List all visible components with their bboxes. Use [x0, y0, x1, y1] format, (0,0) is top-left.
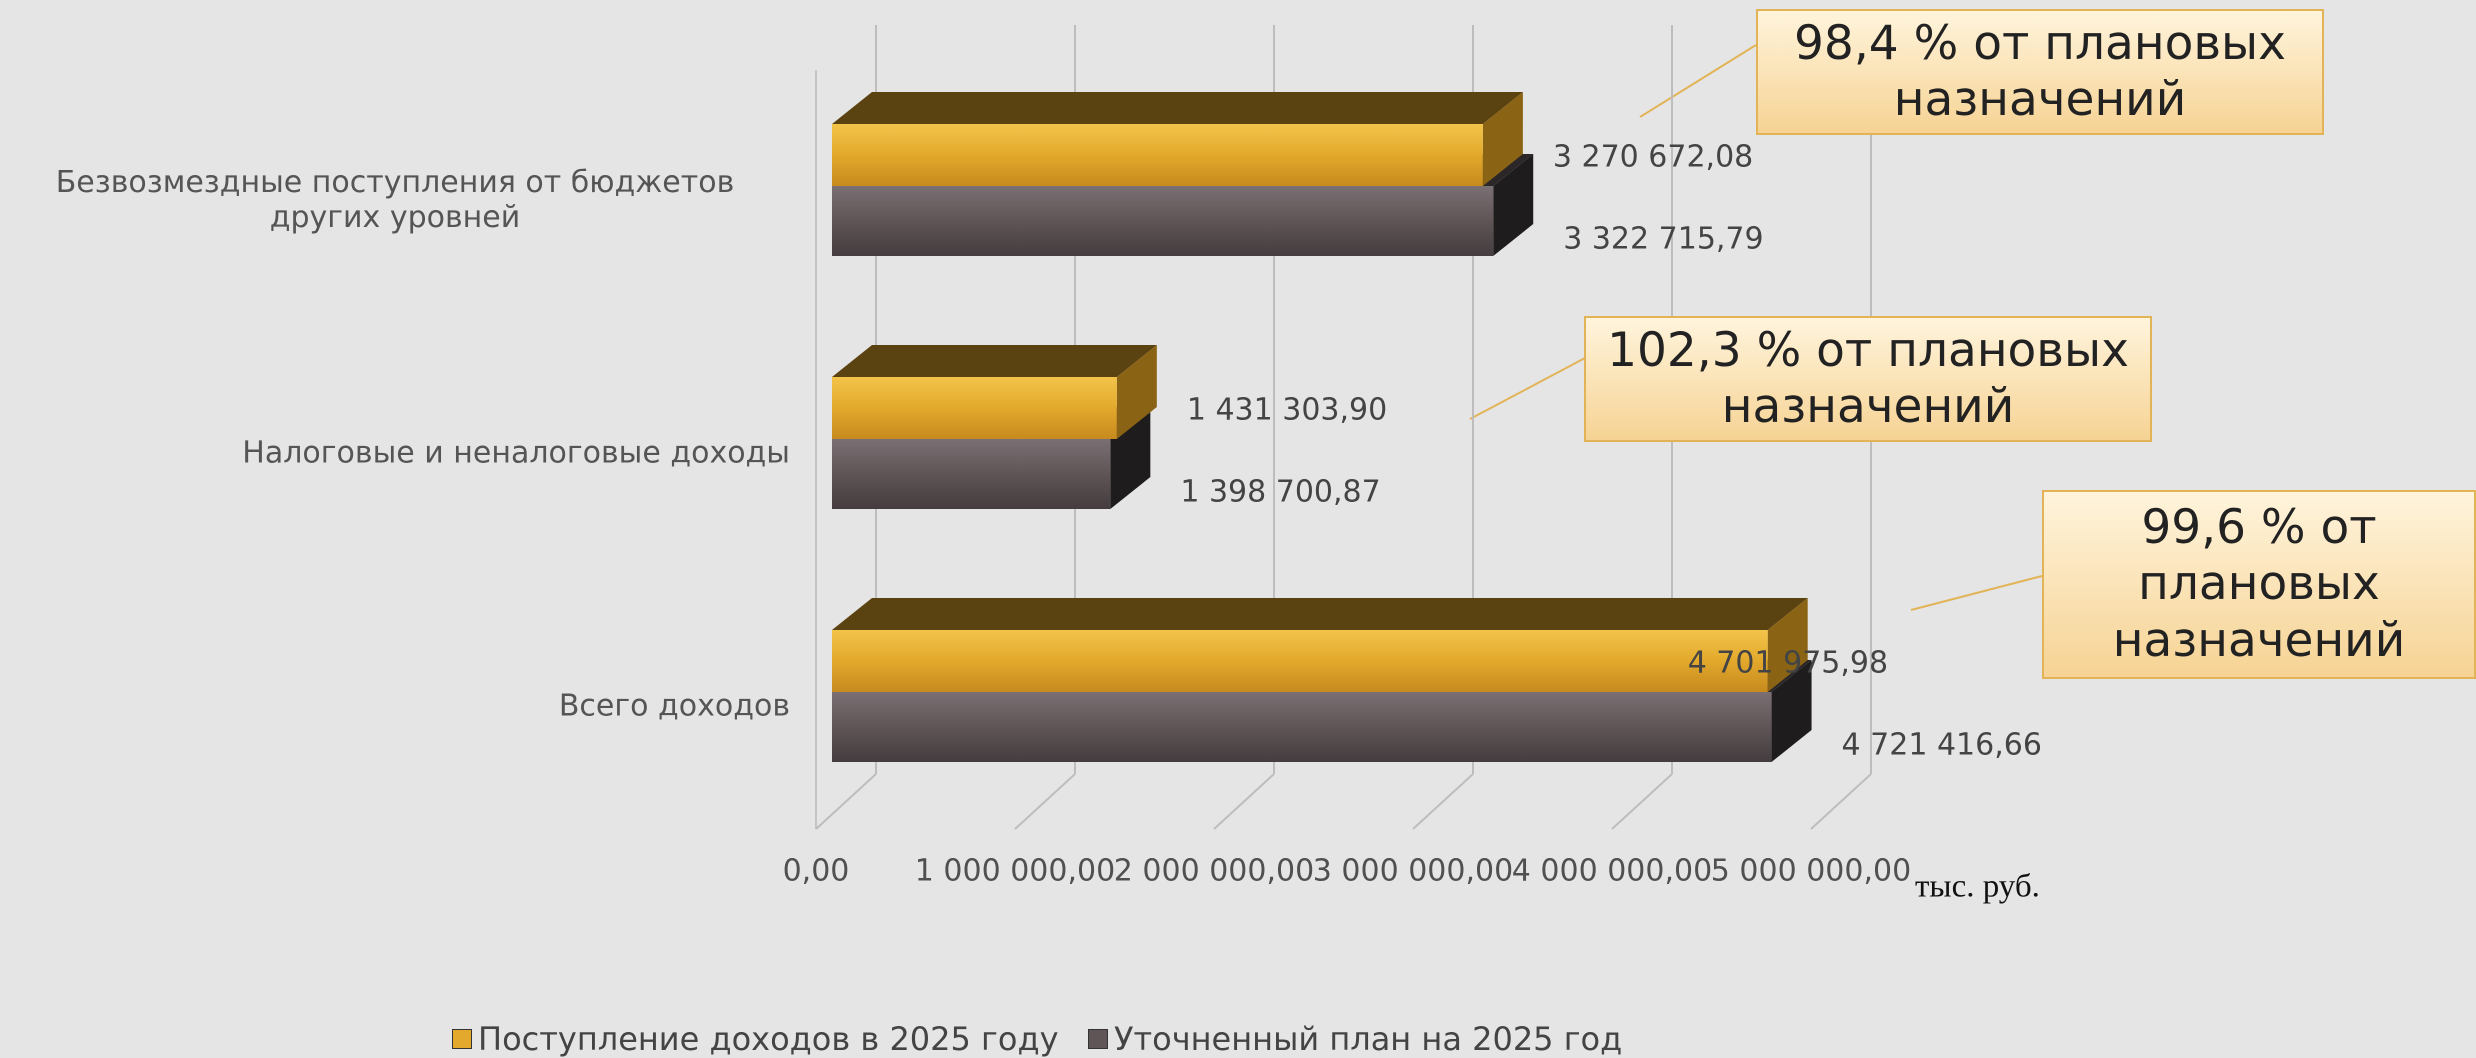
bar-top — [832, 345, 1157, 377]
data-label: 1 431 303,90 — [1187, 393, 1387, 428]
bar-side — [1767, 598, 1808, 692]
annotation: 102,3 % от плановых назначений — [1584, 316, 2152, 442]
legend-item: Уточненный план на 2025 год — [1088, 1020, 1622, 1058]
grid-line — [1611, 773, 1673, 830]
bar-front — [832, 124, 1483, 186]
grid-line — [1213, 773, 1275, 830]
bar-front — [832, 377, 1117, 439]
data-label: 1 398 700,87 — [1180, 475, 1380, 510]
annotation: 98,4 % от плановых назначений — [1756, 9, 2324, 135]
bar-top — [832, 598, 1808, 630]
category-text: Безвозмездные поступления от бюджетов др… — [55, 165, 735, 235]
x-unit-label: тыс. руб. — [1915, 869, 2040, 905]
legend-label: Поступление доходов в 2025 году — [478, 1020, 1059, 1058]
data-label: 4 701 975,98 — [1688, 646, 1888, 681]
y-tick-label: Безвозмездные поступления от бюджетов др… — [0, 165, 790, 235]
bar-side — [1771, 660, 1812, 762]
bar-top — [832, 92, 1523, 124]
legend-label: Уточненный план на 2025 год — [1114, 1020, 1623, 1058]
category-text: Всего доходов — [558, 688, 790, 724]
bar-front — [832, 692, 1772, 762]
grid-line — [1014, 773, 1076, 830]
x-tick-label: 4 000 000,00 — [1512, 854, 1712, 889]
y-tick-label: Всего доходов — [0, 689, 790, 724]
y-tick-label: Налоговые и неналоговые доходы — [0, 436, 790, 471]
leader-line — [1639, 44, 1757, 118]
bar-front — [832, 186, 1494, 256]
legend-item: Поступление доходов в 2025 году — [452, 1020, 1059, 1058]
grid-line — [1810, 773, 1872, 830]
leader-line — [1469, 357, 1586, 420]
x-tick-label: 5 000 000,00 — [1711, 854, 1911, 889]
leader-line — [1910, 575, 2043, 611]
data-label: 4 721 416,66 — [1842, 728, 2042, 763]
bar-side — [1493, 154, 1534, 256]
bar-side — [1116, 345, 1157, 439]
bar — [832, 345, 1157, 439]
data-label: 3 270 672,08 — [1553, 140, 1753, 175]
grid-line — [815, 773, 877, 830]
x-tick-label: 3 000 000,00 — [1313, 854, 1513, 889]
annotation: 99,6 % от плановых назначений — [2042, 490, 2476, 679]
x-tick-label: 0,00 — [783, 854, 850, 889]
x-tick-label: 2 000 000,00 — [1114, 854, 1314, 889]
bar-front — [832, 630, 1768, 692]
data-label: 3 322 715,79 — [1563, 222, 1763, 257]
category-text: Налоговые и неналоговые доходы — [242, 435, 790, 471]
bar — [832, 92, 1523, 186]
bar — [832, 598, 1808, 692]
x-tick-label: 1 000 000,00 — [915, 854, 1115, 889]
bar-front — [832, 439, 1111, 509]
grid-line — [1412, 773, 1474, 830]
bar-side — [1482, 92, 1523, 186]
